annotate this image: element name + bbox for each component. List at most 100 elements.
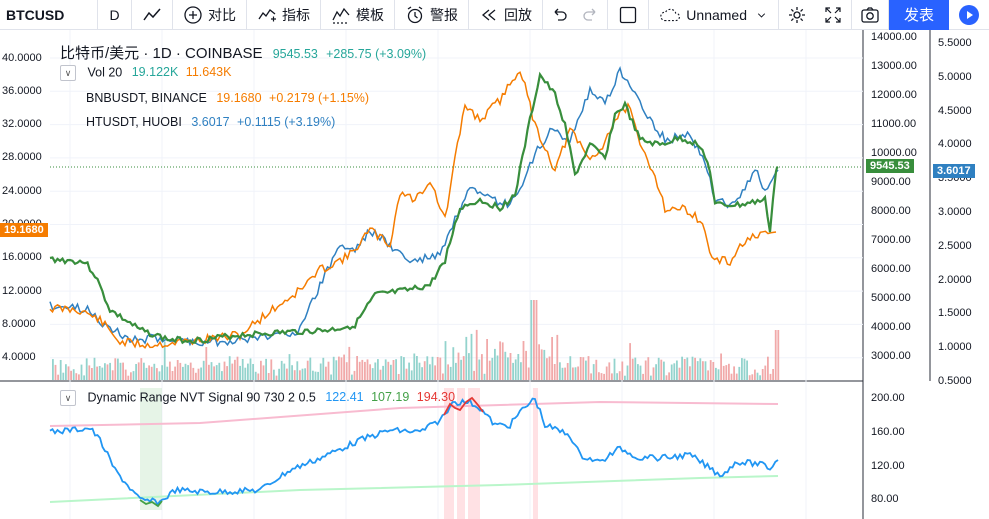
nvt-high-band [444, 388, 454, 519]
volume-bar [343, 354, 345, 380]
volume-bar [673, 363, 676, 380]
volume-bar [449, 366, 452, 380]
right-axis-tick: 6000.00 [871, 263, 911, 275]
volume-bar [309, 357, 312, 380]
volume-bar [608, 362, 611, 380]
volume-bar [57, 374, 59, 380]
volume-bar [176, 360, 179, 380]
volume-bar [579, 357, 582, 380]
ht-name: HTUSDT, HUOBI [86, 115, 182, 129]
interval-button[interactable]: D [98, 0, 132, 30]
volume-bar [106, 364, 109, 380]
ht-change: +0.1115 (+3.19%) [237, 115, 336, 129]
volume-bar [637, 364, 639, 380]
cloud-icon [660, 8, 680, 21]
indicator-legend[interactable]: ∨ Dynamic Range NVT Signal 90 730 2 0.5 … [60, 390, 455, 406]
volume-bar [769, 373, 772, 380]
undo-button[interactable] [543, 0, 575, 30]
volume-bar [631, 358, 634, 380]
volume-bar [676, 360, 678, 380]
volume-bar [192, 367, 195, 380]
volume-bar [647, 357, 650, 380]
volume-bar [668, 372, 670, 380]
publish-button[interactable]: 发表 [889, 0, 949, 30]
nvt-high-band [457, 388, 465, 519]
volume-bar [561, 367, 564, 380]
collapse-icon[interactable]: ∨ [60, 390, 76, 406]
volume-bar [62, 372, 65, 380]
layout-menu[interactable]: Unnamed [649, 0, 779, 30]
volume-bar [499, 341, 501, 380]
volume-bar [665, 375, 668, 380]
settings-button[interactable] [779, 0, 815, 30]
right-axis-tick: 5000.00 [871, 292, 911, 304]
volume-bar [468, 353, 470, 380]
nvt-signal-low [139, 499, 163, 508]
volume-bar [231, 363, 234, 380]
volume-bar [520, 362, 522, 380]
ht-series-line[interactable] [49, 65, 779, 348]
nvt-signal-line[interactable] [49, 397, 779, 507]
indicator-axis-tick: 160.00 [871, 425, 905, 438]
fullscreen-button[interactable] [815, 0, 852, 30]
volume-bar [353, 370, 356, 380]
volume-bar [317, 371, 319, 380]
btc-series-line[interactable] [49, 71, 779, 345]
volume-bar [366, 359, 369, 380]
volume-bar [182, 366, 184, 380]
volume-bar [501, 342, 504, 380]
volume-bar [88, 365, 91, 380]
volume-bar [252, 364, 254, 380]
chart-area[interactable]: 比特币/美元 · 1D · COINBASE 9545.53 +285.75 (… [0, 30, 989, 519]
volume-bar [293, 370, 296, 380]
symbol-search[interactable]: BTCUSD [0, 0, 98, 30]
play-button[interactable] [949, 4, 989, 26]
volume-bar [382, 365, 384, 380]
volume-bar [462, 356, 465, 380]
volume-bar [598, 372, 600, 380]
main-legend[interactable]: 比特币/美元 · 1D · COINBASE 9545.53 +285.75 (… [60, 42, 426, 63]
bnb-change: +0.2179 (+1.15%) [269, 91, 370, 105]
chart-canvas[interactable] [0, 30, 989, 519]
templates-button[interactable]: 模板 [321, 0, 395, 30]
volume-bar [699, 358, 702, 380]
volume-bar [390, 364, 392, 380]
snapshot-button[interactable] [852, 0, 889, 30]
volume-bar [140, 358, 143, 380]
ht-legend[interactable]: HTUSDT, HUOBI 3.6017 +0.1115 (+3.19%) [86, 115, 335, 129]
volume-value-2: 11.643K [185, 65, 232, 80]
compare-button[interactable]: 对比 [173, 0, 247, 30]
volume-bar [332, 356, 335, 380]
bnb-legend[interactable]: BNBUSDT, BINANCE 19.1680 +0.2179 (+1.15%… [86, 91, 369, 105]
redo-button[interactable] [575, 0, 608, 30]
volume-bar [384, 359, 387, 380]
volume-bar [722, 365, 725, 380]
indicators-button[interactable]: 指标 [247, 0, 321, 30]
volume-bar [327, 361, 330, 380]
volume-bar [260, 360, 262, 380]
volume-bar [444, 341, 447, 380]
volume-bar [101, 367, 104, 380]
bnb-price: 19.1680 [216, 91, 262, 105]
left-axis-tick: 4.0000 [2, 351, 36, 364]
ht-price: 3.6017 [191, 115, 230, 129]
far-right-axis-tick: 5.5000 [938, 37, 972, 49]
volume-bar [761, 369, 764, 380]
volume-bar [694, 357, 696, 380]
volume-bar [208, 364, 210, 380]
chart-style-button[interactable] [132, 0, 173, 30]
volume-bar [148, 365, 150, 380]
bnb-series-line[interactable] [49, 71, 777, 349]
volume-bar [379, 369, 382, 380]
collapse-icon[interactable]: ∨ [60, 65, 76, 81]
alert-button[interactable]: 警报 [395, 0, 469, 30]
volume-label: Vol 20 [87, 65, 123, 80]
volume-bar [478, 359, 481, 380]
volume-bar [345, 362, 348, 380]
volume-bar [548, 356, 551, 380]
fullscreen-select-button[interactable] [608, 0, 649, 30]
volume-legend[interactable]: ∨ Vol 20 19.122K 11.643K [60, 65, 231, 81]
volume-bar [130, 372, 132, 380]
ht-price-tag: 3.6017 [933, 164, 975, 178]
replay-button[interactable]: 回放 [469, 0, 543, 30]
